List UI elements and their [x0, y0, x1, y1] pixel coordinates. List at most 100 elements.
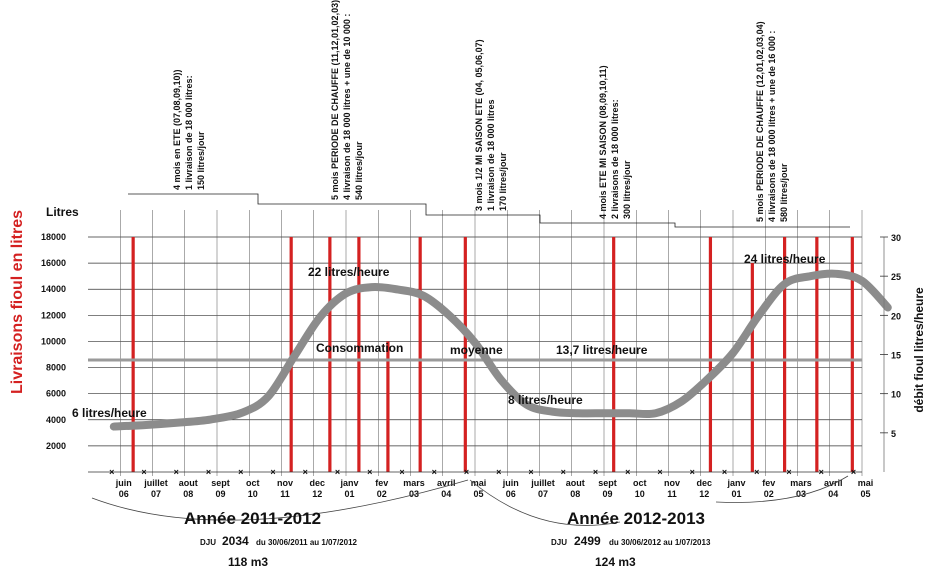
- month-number: 10: [248, 489, 258, 499]
- delivery-bar: [386, 341, 390, 472]
- month-number: 04: [441, 489, 451, 499]
- month-label: sept: [598, 478, 617, 488]
- month-number: 03: [409, 489, 419, 499]
- month-label: juin: [502, 478, 519, 488]
- period-note-line: 4 livraison de 18 000 litres + une de 10…: [342, 14, 352, 200]
- month-label: aout: [566, 478, 585, 488]
- y2-tick-label: 25: [891, 272, 901, 282]
- period-note-line: 1 livraison de 18 000 litres: [486, 99, 496, 211]
- delivery-bar: [463, 237, 467, 472]
- volume-1: 118 m3: [228, 555, 268, 569]
- x-marker: ×: [593, 467, 598, 477]
- period-step-line: [128, 193, 850, 228]
- month-label: mai: [858, 478, 874, 488]
- delivery-bar: [418, 237, 422, 472]
- month-label: dec: [310, 478, 326, 488]
- month-number: 09: [216, 489, 226, 499]
- x-marker: ×: [174, 467, 179, 477]
- dju-value-1: 2034: [222, 534, 249, 548]
- month-number: 06: [119, 489, 129, 499]
- y-tick-label: 12000: [41, 310, 66, 320]
- period-note: 5 mois PERIODE DE CHAUFFE (11,12,01,02,0…: [330, 0, 364, 200]
- y-tick-label: 2000: [46, 441, 66, 451]
- delivery-bar: [783, 237, 787, 472]
- x-marker: ×: [270, 467, 275, 477]
- period-note-line: 4 mois ETE MI SAISON (08,09,10,11): [598, 65, 608, 219]
- x-marker: ×: [303, 467, 308, 477]
- month-number: 09: [603, 489, 613, 499]
- month-number: 04: [828, 489, 838, 499]
- period-note-line: 150 litres/jour: [196, 131, 206, 190]
- y2-tick-label: 5: [891, 429, 896, 439]
- flow-curve: [109, 269, 892, 431]
- period-note: 5 mois PERIODE DE CHAUFFE (12,01,02,03,0…: [755, 21, 789, 222]
- x-marker: ×: [754, 467, 759, 477]
- month-label: juillet: [530, 478, 555, 488]
- period-note: 3 mois 1/2 MI SAISON ETE (04, 05,06,07) 1…: [474, 39, 508, 211]
- flow-curve-group: [88, 269, 892, 431]
- x-marker: ×: [528, 467, 533, 477]
- x-marker: ×: [722, 467, 727, 477]
- dju-label-2: DJU: [551, 538, 567, 547]
- x-marker: ×: [238, 467, 243, 477]
- y-tick-label: 18000: [41, 232, 66, 242]
- dju-value-2: 2499: [574, 534, 601, 548]
- period-note-line: 5 mois PERIODE DE CHAUFFE (12,01,02,03,0…: [755, 21, 765, 222]
- mean-label: moyenne: [450, 343, 503, 357]
- y-tick-label: 8000: [46, 363, 66, 373]
- month-label: aout: [179, 478, 198, 488]
- period-note-line: 1 livraison de 18 000 litres:: [184, 75, 194, 190]
- x-marker: ×: [206, 467, 211, 477]
- month-number: 01: [345, 489, 355, 499]
- rate-label-8: 8 litres/heure: [508, 393, 583, 407]
- x-marker: ×: [819, 467, 824, 477]
- rate-label-24: 24 litres/heure: [744, 252, 826, 266]
- rate-label-22: 22 litres/heure: [308, 265, 390, 279]
- month-number: 02: [377, 489, 387, 499]
- x-marker: ×: [335, 467, 340, 477]
- month-number: 08: [183, 489, 193, 499]
- month-label: juillet: [143, 478, 168, 488]
- y-tick-label: 10000: [41, 336, 66, 346]
- x-marker: ×: [141, 467, 146, 477]
- month-label: mars: [790, 478, 812, 488]
- month-label: juin: [115, 478, 132, 488]
- year-arc-1: [91, 479, 469, 521]
- month-label: nov: [277, 478, 293, 488]
- y-axis-unit: Litres: [46, 205, 79, 219]
- year-label-2: Année 2012-2013: [567, 509, 705, 528]
- period-note-line: 170 litres/jour: [498, 152, 508, 211]
- rate-label-6: 6 litres/heure: [72, 406, 147, 420]
- month-number: 11: [667, 489, 677, 499]
- month-number: 11: [280, 489, 290, 499]
- delivery-bar: [612, 237, 616, 472]
- x-marker: ×: [561, 467, 566, 477]
- month-label: fev: [375, 478, 388, 488]
- rate-label-137: 13,7 litres/heure: [556, 343, 648, 357]
- year-label-1: Année 2011-2012: [184, 509, 321, 528]
- y2-tick-label: 20: [891, 311, 901, 321]
- x-marker: ×: [690, 467, 695, 477]
- month-label: nov: [664, 478, 680, 488]
- month-number: 03: [796, 489, 806, 499]
- month-number: 01: [732, 489, 742, 499]
- x-marker: ×: [109, 467, 114, 477]
- period-notes: 4 mois en ETE (07,08,09,10)) 1 livraison …: [128, 0, 850, 228]
- month-label: fev: [762, 478, 775, 488]
- year-arc-2: [469, 479, 621, 526]
- x-marker: ×: [367, 467, 372, 477]
- month-label: dec: [697, 478, 713, 488]
- period-note-line: 4 mois en ETE (07,08,09,10)): [172, 69, 182, 190]
- month-label: janv: [340, 478, 359, 488]
- month-number: 05: [474, 489, 484, 499]
- y-tick-label: 16000: [41, 258, 66, 268]
- month-number: 08: [570, 489, 580, 499]
- delivery-bar: [815, 237, 819, 472]
- period-note: 4 mois ETE MI SAISON (08,09,10,11) 2 livr…: [598, 65, 632, 219]
- period-note-line: 2 livraisons de 18 000 litres:: [610, 99, 620, 219]
- x-marker: ×: [625, 467, 630, 477]
- month-label: mars: [403, 478, 425, 488]
- y2-tick-label: 10: [891, 390, 901, 400]
- x-marker: ×: [851, 467, 856, 477]
- month-number: 12: [312, 489, 322, 499]
